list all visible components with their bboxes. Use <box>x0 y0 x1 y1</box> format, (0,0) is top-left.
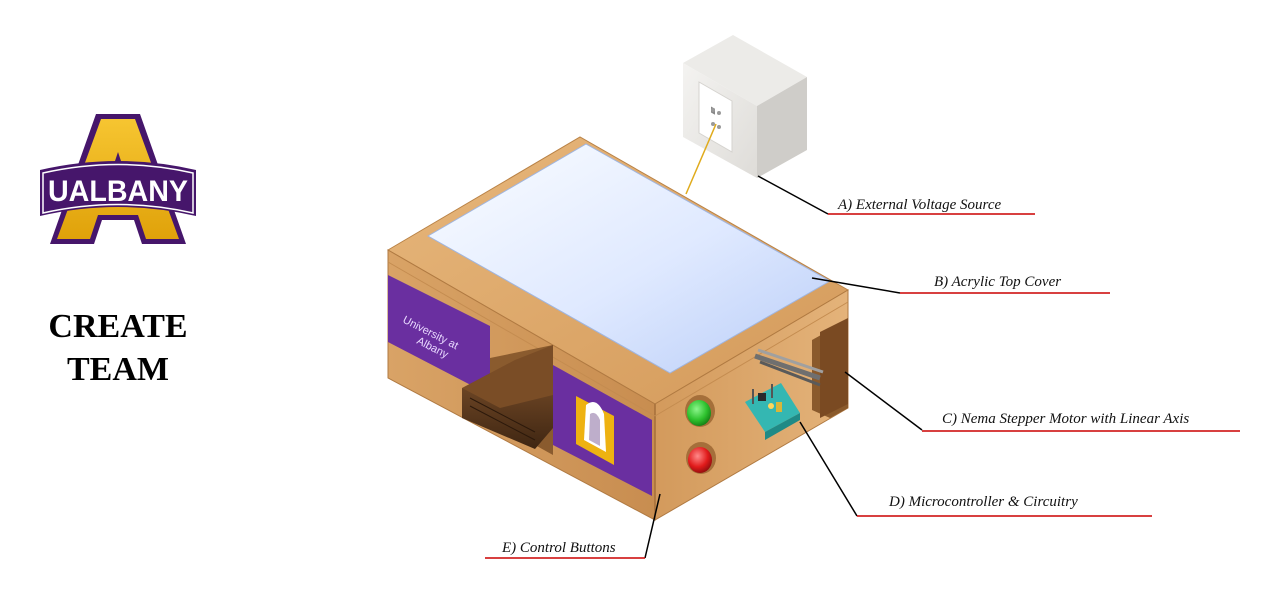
callout-b-label: B) Acrylic Top Cover <box>934 274 1061 290</box>
leader-e <box>644 493 661 559</box>
callout-c-label: C) Nema Stepper Motor with Linear Axis <box>942 411 1189 427</box>
control-box: University at Albany <box>387 136 849 521</box>
mascot-icon <box>576 396 614 465</box>
green-button-icon <box>687 400 711 426</box>
red-button-icon <box>688 447 712 473</box>
callout-leaders <box>644 175 923 559</box>
ualbany-logo: UALBANY <box>40 114 196 244</box>
callout-d-label: D) Microcontroller & Circuitry <box>888 494 1078 510</box>
leader-a <box>757 175 829 215</box>
leader-c <box>844 371 923 431</box>
university-panel <box>388 275 490 395</box>
control-buttons <box>685 395 716 474</box>
voltage-source-box <box>683 35 807 178</box>
team-title-line2: TEAM <box>67 351 169 388</box>
stepper-motor-axis <box>754 318 848 418</box>
drawer-front <box>462 388 553 449</box>
logo-wordmark: UALBANY <box>48 175 188 208</box>
power-cord <box>685 123 717 195</box>
leader-d <box>799 421 858 517</box>
logo-banner <box>40 161 196 216</box>
team-title-line1: CREATE <box>48 308 188 345</box>
callout-e-label: E) Control Buttons <box>501 540 616 556</box>
callout-labels: A) External Voltage Source B) Acrylic To… <box>485 197 1240 559</box>
outlet-plate-icon <box>698 81 733 153</box>
callout-a-label: A) External Voltage Source <box>837 197 1001 213</box>
leader-b <box>811 277 901 294</box>
microcontroller-board <box>745 383 800 440</box>
